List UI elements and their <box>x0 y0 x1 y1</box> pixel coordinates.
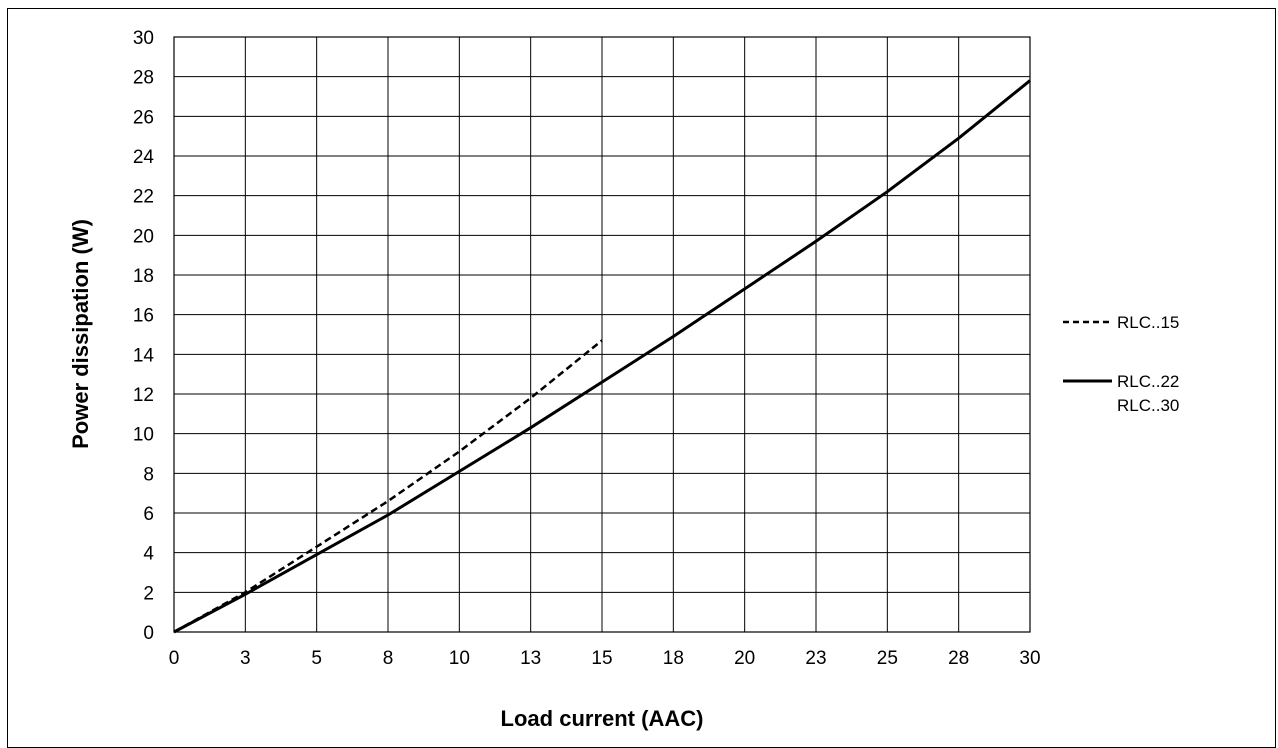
x-tick-label: 23 <box>805 648 826 669</box>
y-tick-label: 12 <box>133 385 154 406</box>
y-tick-label: 22 <box>133 187 154 208</box>
y-tick-label: 28 <box>133 68 154 89</box>
y-tick-label: 18 <box>133 266 154 287</box>
y-tick-label: 26 <box>133 107 154 128</box>
y-tick-label: 20 <box>133 226 154 247</box>
x-tick-label: 30 <box>1019 648 1040 669</box>
x-tick-label: 13 <box>520 648 541 669</box>
x-axis-title: Load current (AAC) <box>501 706 704 731</box>
y-tick-label: 0 <box>143 623 154 644</box>
series-lines <box>173 79 1031 634</box>
x-tick-label: 18 <box>663 648 684 669</box>
line-chart: 0 3 5 8 10 13 15 18 20 23 25 28 30 02468101214161820… <box>68 28 1179 731</box>
legend-label-rlc30: RLC..30 <box>1117 396 1179 415</box>
legend-label-rlc22: RLC..22 <box>1117 372 1179 391</box>
x-tick-label: 3 <box>240 648 251 669</box>
x-tick-label: 20 <box>734 648 755 669</box>
y-tick-label: 16 <box>133 306 154 327</box>
grid <box>173 36 1031 633</box>
y-tick-label: 24 <box>133 147 155 168</box>
legend-label-rlc15: RLC..15 <box>1117 313 1179 332</box>
x-tick-label: 25 <box>877 648 898 669</box>
legend: RLC..15 RLC..22 RLC..30 <box>1063 313 1179 415</box>
x-tick-label: 8 <box>383 648 394 669</box>
y-axis-title: Power dissipation (W) <box>68 219 93 449</box>
x-tick-label: 28 <box>948 648 969 669</box>
series-line-1 <box>173 79 1031 634</box>
y-tick-label: 2 <box>143 583 154 604</box>
series-line-0 <box>173 339 603 634</box>
x-tick-label: 5 <box>311 648 322 669</box>
y-tick-label: 6 <box>143 504 154 525</box>
x-tick-label: 15 <box>591 648 612 669</box>
x-tick-labels: 0 3 5 8 10 13 15 18 20 23 25 28 30 <box>169 648 1041 669</box>
y-tick-label: 10 <box>133 425 154 446</box>
y-tick-label: 14 <box>133 345 155 366</box>
x-tick-label: 0 <box>169 648 180 669</box>
y-tick-label: 4 <box>143 544 154 565</box>
y-tick-label: 8 <box>143 464 154 485</box>
x-tick-label: 10 <box>449 648 470 669</box>
y-tick-label: 30 <box>133 28 154 49</box>
